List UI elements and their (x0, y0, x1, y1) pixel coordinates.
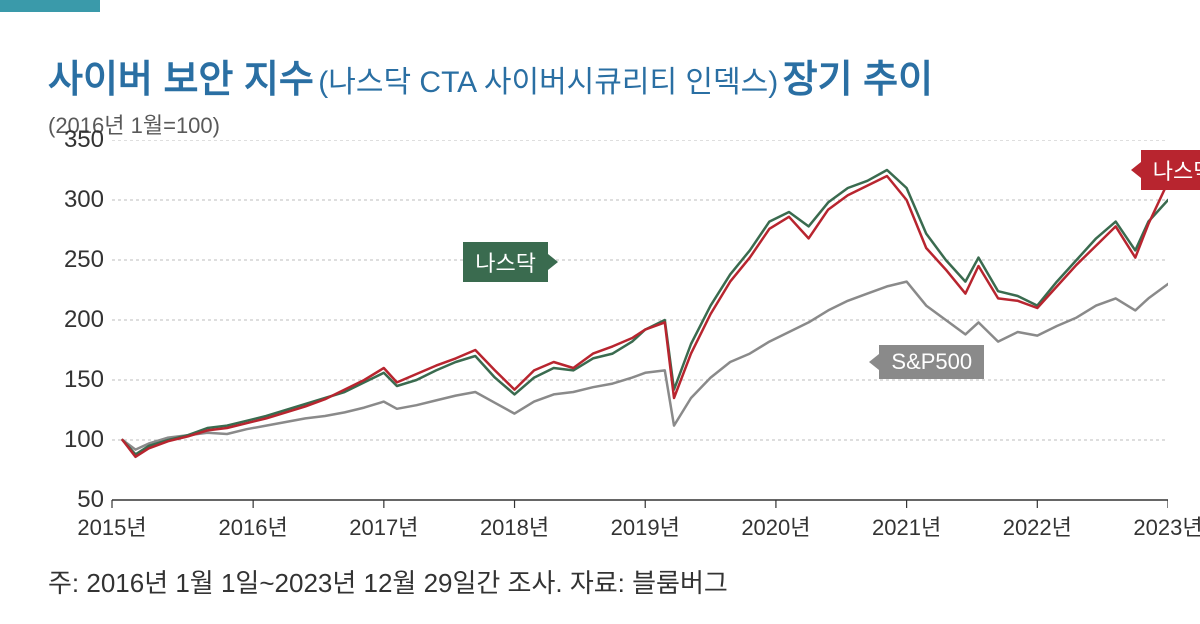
x-tick-label: 2018년 (480, 510, 549, 542)
y-tick-label: 200 (48, 306, 104, 334)
x-tick-label: 2023년 (1133, 510, 1200, 542)
footnote: 주: 2016년 1월 1일~2023년 12월 29일간 조사. 자료: 블룸… (48, 563, 728, 600)
x-tick-label: 2022년 (1003, 510, 1072, 542)
x-tick-label: 2020년 (741, 510, 810, 542)
x-tick-label: 2017년 (349, 510, 418, 542)
x-tick-label: 2021년 (872, 510, 941, 542)
x-tick-label: 2015년 (77, 510, 146, 542)
series-label-나스닥-CTA: 나스닥 CTA (1141, 150, 1200, 190)
y-tick-label: 300 (48, 186, 104, 214)
y-tick-label: 100 (48, 426, 104, 454)
decor-top-bar (0, 0, 100, 12)
y-tick-label: 350 (48, 126, 104, 154)
line-chart: 501001502002503003502015년2016년2017년2018년… (48, 140, 1168, 540)
chart-svg (48, 140, 1168, 540)
y-tick-label: 250 (48, 246, 104, 274)
title-main-right: 장기 추이 (783, 59, 933, 101)
title-main-left: 사이버 보안 지수 (48, 59, 314, 101)
x-tick-label: 2019년 (611, 510, 680, 542)
y-tick-label: 150 (48, 366, 104, 394)
x-tick-label: 2016년 (219, 510, 288, 542)
chart-title: 사이버 보안 지수 (나스닥 CTA 사이버시큐리티 인덱스) 장기 추이 (48, 48, 933, 103)
series-label-나스닥: 나스닥 (463, 242, 548, 282)
series-label-S&P500: S&P500 (879, 345, 984, 379)
title-sub: (나스닥 CTA 사이버시큐리티 인덱스) (318, 66, 778, 99)
